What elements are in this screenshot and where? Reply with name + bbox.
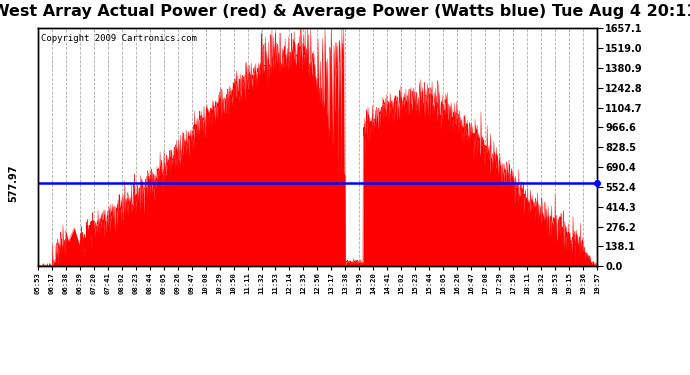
Text: 577.97: 577.97 — [8, 165, 18, 202]
Text: Copyright 2009 Cartronics.com: Copyright 2009 Cartronics.com — [41, 34, 197, 43]
Text: West Array Actual Power (red) & Average Power (Watts blue) Tue Aug 4 20:11: West Array Actual Power (red) & Average … — [0, 4, 690, 19]
